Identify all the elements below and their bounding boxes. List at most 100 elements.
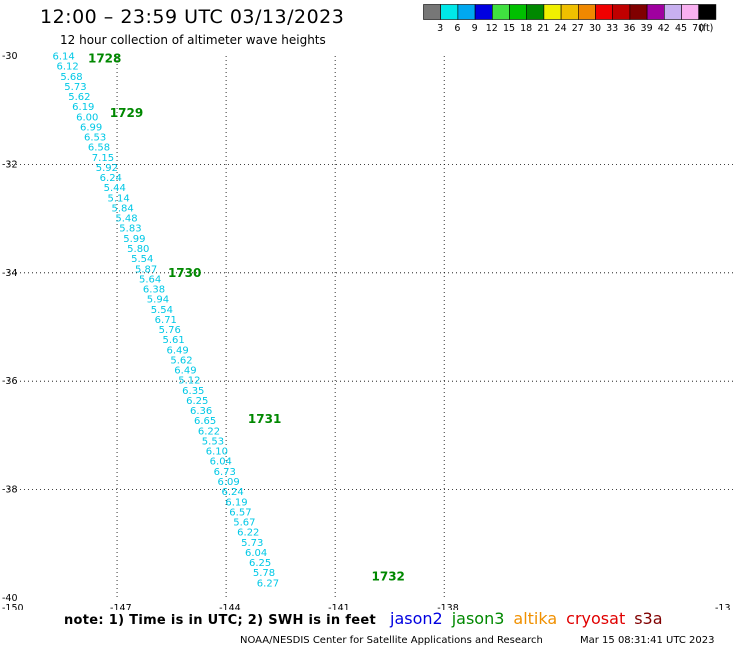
swh-value-label: 6.25 xyxy=(186,396,208,407)
swh-value-label: 6.25 xyxy=(249,558,271,569)
swh-value-label: 6.22 xyxy=(237,528,259,539)
swh-value-label: 6.04 xyxy=(210,457,232,468)
colorbar-label: 70 xyxy=(692,23,704,34)
longitude-tick-label: -150 xyxy=(2,603,24,610)
swh-value-label: 5.84 xyxy=(111,203,133,214)
latitude-tick-label: -34 xyxy=(2,268,18,279)
latitude-tick-label: -40 xyxy=(2,593,18,604)
swh-value-label: 5.83 xyxy=(119,224,141,235)
altimeter-map: -150 -147 -144 -141 -138 -13 -30 -32 -34 -36 -38 -4… xyxy=(2,51,735,610)
latitude-tick-label: -30 xyxy=(2,51,18,62)
swh-value-label: 6.19 xyxy=(72,102,94,113)
wave-height-colorbar: 3 6 9 12 15 18 21 24 27 30 33 36 39 42 45 70(ft) xyxy=(423,4,717,34)
pass-time-label: 1732 xyxy=(372,569,405,583)
swh-value-label: 5.48 xyxy=(115,214,137,225)
swh-value-label: 6.73 xyxy=(214,467,236,478)
swh-value-label: 5.87 xyxy=(135,264,157,275)
satellite-name-cryosat: cryosat xyxy=(566,609,626,628)
swh-value-label: 5.53 xyxy=(202,436,224,447)
colorbar-label: 12 xyxy=(486,23,498,34)
colorbar-label: 9 xyxy=(472,23,478,34)
latitude-tick-label: -38 xyxy=(2,485,18,496)
swh-value-label: 5.73 xyxy=(241,538,263,549)
colorbar-label: 21 xyxy=(537,23,549,34)
swh-value-label: 5.14 xyxy=(108,193,130,204)
map-axes: -150 -147 -144 -141 -138 -13 -30 -32 -34 -36 -38 -4… xyxy=(2,51,731,610)
colorbar-label: 33 xyxy=(606,23,618,34)
colorbar-label: 3 xyxy=(437,23,443,34)
swh-value-label: 5.54 xyxy=(151,305,173,316)
swh-value-label: 6.36 xyxy=(190,406,212,417)
longitude-tick-label: -147 xyxy=(110,603,132,610)
colorbar-label: 42 xyxy=(658,23,670,34)
satellite-name-jason3: jason3 xyxy=(451,609,505,628)
swh-value-label: 5.78 xyxy=(253,568,275,579)
page-subtitle: 12 hour collection of altimeter wave hei… xyxy=(60,33,326,47)
colorbar-label: 45 xyxy=(675,23,687,34)
swh-value-label: 6.27 xyxy=(257,578,279,589)
swh-value-label: 5.99 xyxy=(123,234,145,245)
swh-value-label: 5.92 xyxy=(96,163,118,174)
swh-value-label: 5.64 xyxy=(139,274,161,285)
swh-value-label: 6.71 xyxy=(155,315,177,326)
swh-value-label: 6.24 xyxy=(221,487,243,498)
pass-time-label: 1730 xyxy=(168,266,201,280)
swh-value-label: 7.15 xyxy=(92,153,114,164)
colorbar-label: 18 xyxy=(520,23,532,34)
swh-value-label: 5.80 xyxy=(127,244,149,255)
colorbar-swatch xyxy=(698,4,717,20)
swh-value-label: 5.67 xyxy=(233,518,255,529)
longitude-tick-label: -144 xyxy=(219,603,241,610)
colorbar-label: 15 xyxy=(503,23,515,34)
swh-value-label: 6.24 xyxy=(100,173,122,184)
map-grid xyxy=(8,56,735,598)
generated-timestamp: Mar 15 08:31:41 UTC 2023 xyxy=(580,635,715,646)
swh-value-label: 6.22 xyxy=(198,426,220,437)
swh-value-label: 5.12 xyxy=(178,376,200,387)
pass-time-label: 1729 xyxy=(110,106,143,120)
footer-note: note: 1) Time is in UTC; 2) SWH is in fe… xyxy=(64,613,376,628)
swh-value-label: 5.62 xyxy=(68,92,90,103)
pass-time-label: 1731 xyxy=(248,412,281,426)
swh-value-label: 6.00 xyxy=(76,112,98,123)
longitude-tick-label: -141 xyxy=(328,603,350,610)
swh-value-label: 6.19 xyxy=(225,497,247,508)
swh-value-label: 5.76 xyxy=(159,325,181,336)
swh-value-label: 6.49 xyxy=(174,366,196,377)
colorbar-label: 24 xyxy=(555,23,567,34)
swh-value-label: 6.38 xyxy=(143,285,165,296)
satellite-name-s3a: s3a xyxy=(634,609,663,628)
swh-value-label: 6.09 xyxy=(218,477,240,488)
altimeter-track: 6.146.125.685.735.626.196.006.996.536.58… xyxy=(53,52,405,590)
longitude-tick-label: -13 xyxy=(715,603,731,610)
swh-value-label: 5.73 xyxy=(64,82,86,93)
colorbar-label: 30 xyxy=(589,23,601,34)
swh-value-label: 5.61 xyxy=(163,335,185,346)
swh-value-label: 5.94 xyxy=(147,295,169,306)
swh-value-label: 6.58 xyxy=(88,143,110,154)
swh-value-label: 6.14 xyxy=(53,52,75,63)
latitude-tick-label: -36 xyxy=(2,376,18,387)
credit-line: NOAA/NESDIS Center for Satellite Applica… xyxy=(240,635,543,646)
swh-value-label: 6.12 xyxy=(56,62,78,73)
swh-value-label: 5.54 xyxy=(131,254,153,265)
satellite-name-altika: altika xyxy=(513,609,558,628)
latitude-tick-label: -32 xyxy=(2,159,18,170)
colorbar-label: 6 xyxy=(454,23,460,34)
page-title: 12:00 – 23:59 UTC 03/13/2023 xyxy=(40,6,345,28)
swh-value-label: 6.35 xyxy=(182,386,204,397)
swh-value-label: 6.99 xyxy=(80,122,102,133)
swh-value-label: 6.10 xyxy=(206,447,228,458)
swh-value-label: 6.57 xyxy=(229,507,251,518)
swh-value-label: 5.44 xyxy=(104,183,126,194)
colorbar-label: 27 xyxy=(572,23,584,34)
pass-time-label: 1728 xyxy=(88,52,121,66)
swh-value-label: 6.65 xyxy=(194,416,216,427)
satellite-legend: jason2 jason3 altika cryosat s3a xyxy=(390,609,672,628)
colorbar-units: (ft) xyxy=(699,23,713,34)
swh-value-label: 6.04 xyxy=(245,548,267,559)
longitude-tick-label: -138 xyxy=(437,603,459,610)
swh-value-label: 6.53 xyxy=(84,133,106,144)
swh-value-label: 5.62 xyxy=(170,355,192,366)
satellite-name-jason2: jason2 xyxy=(390,609,443,628)
